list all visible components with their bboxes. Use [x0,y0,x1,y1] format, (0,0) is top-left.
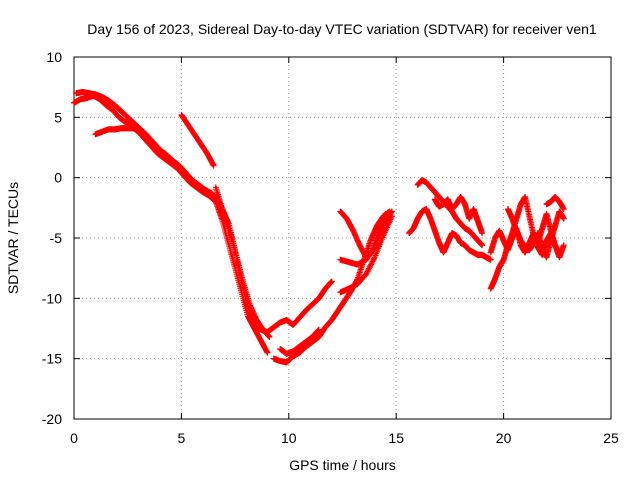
data-point-marker [169,157,176,164]
data-point-marker [487,256,494,263]
series-trace-c [92,125,176,164]
chart-title: Day 156 of 2023, Sidereal Day-to-day VTE… [87,21,597,37]
data-point-marker [264,349,271,356]
y-tick-label: 0 [54,170,62,186]
series-trace-l [414,177,486,249]
series-trace-e [212,184,335,336]
data-point-marker [556,251,563,258]
data-points [71,88,567,366]
x-axis-ticks: 0 5 10 15 20 25 [70,57,619,446]
y-axis-label: SDTVAR / TECUs [5,182,21,294]
data-point-marker [479,242,486,249]
data-point-marker [560,206,567,213]
data-point-marker [210,162,217,169]
x-tick-label: 10 [281,430,297,446]
data-point-marker [479,230,486,237]
x-tick-label: 25 [603,430,619,446]
data-point-marker [266,333,273,340]
y-tick-label: -20 [42,411,62,427]
y-tick-label: -15 [42,351,62,367]
y-tick-label: -5 [50,230,63,246]
series-trace-d [178,111,217,169]
series-trace-m [431,193,486,237]
data-point-marker [328,278,335,285]
data-point-marker [388,213,395,220]
data-point-marker [388,209,395,216]
series-trace-k [406,206,494,263]
series-trace-q [543,193,567,213]
x-axis-label: GPS time / hours [289,457,396,473]
data-point-marker [560,242,567,249]
y-tick-label: 10 [46,49,62,65]
data-point-marker [560,215,567,222]
x-tick-label: 0 [70,430,78,446]
y-tick-label: 5 [54,109,62,125]
data-point-marker [382,210,389,217]
plot-frame [73,56,612,420]
series-trace-j [337,213,395,296]
x-tick-label: 20 [496,430,512,446]
series-trace-g [277,326,322,357]
x-tick-label: 5 [178,430,186,446]
x-tick-label: 15 [388,430,404,446]
y-axis-ticks: -20 -15 -10 -5 0 5 10 [42,49,611,427]
series-trace-p [504,206,567,261]
y-tick-label: -10 [42,290,62,306]
data-point-marker [315,326,322,333]
